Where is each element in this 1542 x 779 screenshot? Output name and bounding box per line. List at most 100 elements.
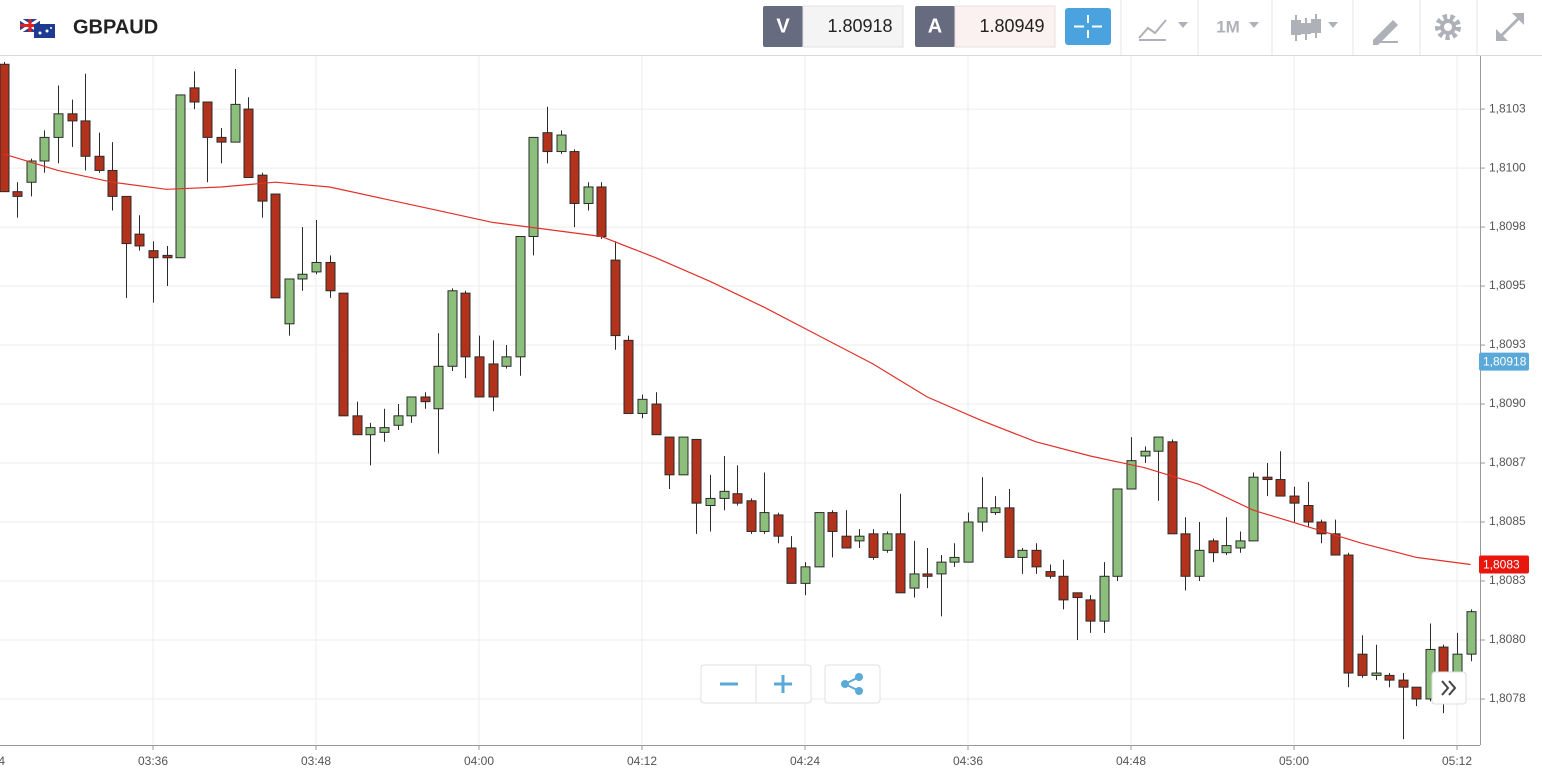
candle-body — [148, 250, 159, 259]
candle-body — [542, 132, 553, 153]
candle-body — [556, 134, 567, 153]
moving-average — [3, 153, 1471, 566]
candle-body — [1411, 686, 1422, 700]
candle-body — [447, 290, 458, 367]
candle-body — [107, 169, 118, 197]
candle-body — [80, 120, 91, 157]
bid-label: V — [776, 15, 790, 37]
scroll-right-button[interactable] — [1431, 671, 1467, 705]
candle-body — [583, 186, 594, 204]
candle-body — [202, 101, 213, 138]
bid-box[interactable] — [802, 5, 904, 48]
candle-body — [1275, 479, 1286, 497]
ma-marker-bg — [1479, 555, 1529, 574]
zoom-in[interactable] — [774, 675, 792, 693]
candle-body — [325, 261, 336, 292]
ask-label: A — [928, 15, 942, 37]
candle-body — [1017, 549, 1028, 558]
x-tick-label: 03:24 — [0, 754, 5, 768]
candle-body — [664, 436, 675, 476]
y-tick-label: 1,8090 — [1489, 396, 1526, 410]
candle-body — [474, 356, 485, 398]
candle-body — [623, 339, 634, 414]
flag — [19, 17, 55, 38]
x-tick-label: 03:48 — [301, 754, 331, 768]
candle-body — [1180, 533, 1191, 577]
candle-body — [1099, 575, 1110, 622]
candle-body — [257, 174, 268, 202]
candle-body — [1058, 575, 1069, 601]
candle-body — [1112, 488, 1123, 577]
price-marker-label: 1,80918 — [1483, 355, 1527, 369]
candle-body — [1289, 495, 1300, 504]
candle-body — [854, 535, 865, 542]
candle-body — [637, 398, 648, 414]
candle-body — [596, 186, 607, 238]
candle-body — [610, 259, 621, 337]
candle-body — [297, 273, 308, 280]
candle-body — [841, 535, 852, 549]
candle-body — [352, 415, 363, 436]
candles — [0, 61, 1477, 740]
candle-body — [1262, 476, 1273, 481]
draw-button[interactable] — [1373, 20, 1398, 45]
candle-body — [189, 87, 200, 103]
candle-body — [1466, 611, 1477, 655]
y-tick-label: 1,8100 — [1489, 160, 1526, 174]
plot-area: 1,8103 1,8100 1,8098 1,8095 1,8093 1,8090 1,80… — [0, 56, 1526, 768]
candle-body — [1357, 653, 1368, 676]
candle-body — [1072, 592, 1083, 599]
candle-body — [1045, 571, 1056, 577]
candle-body — [53, 113, 64, 138]
crosshair-button[interactable] — [1065, 8, 1111, 45]
candle-body — [705, 497, 716, 507]
fullscreen-button[interactable] — [1496, 13, 1524, 41]
y-tick-label: 1,8078 — [1489, 691, 1526, 705]
candle-body — [1316, 521, 1327, 535]
chart-type-button[interactable] — [1138, 19, 1188, 41]
candle-body — [1235, 540, 1246, 549]
candle-body — [26, 160, 37, 183]
candle-body — [420, 396, 431, 403]
candle-body — [651, 403, 662, 436]
candle-body — [121, 195, 132, 245]
y-tick-label: 1,8083 — [1489, 573, 1526, 587]
share-button[interactable] — [824, 664, 881, 704]
candle-body — [393, 415, 404, 426]
candle-body — [1140, 450, 1151, 457]
candle-body — [963, 521, 974, 563]
candle-body — [1208, 540, 1219, 554]
candle-body — [1343, 554, 1354, 674]
timeframe[interactable]: 1M — [1216, 17, 1240, 36]
candle-body — [528, 136, 539, 238]
candle-body — [12, 191, 23, 197]
candle-body — [1153, 436, 1164, 452]
candle-body — [338, 292, 349, 417]
y-tick-label: 1,8095 — [1489, 278, 1526, 292]
bid-tag[interactable] — [763, 6, 803, 47]
settings-button[interactable] — [1435, 14, 1461, 40]
y-tick-label: 1,8093 — [1489, 337, 1526, 351]
ask-box[interactable] — [954, 5, 1056, 48]
x-tick-label: 04:36 — [953, 754, 983, 768]
candle-body — [1221, 545, 1232, 554]
candle-body — [1004, 507, 1015, 558]
x-tick-label: 03:36 — [138, 754, 168, 768]
ask-tag[interactable] — [915, 6, 955, 47]
ask-price: 1.80949 — [979, 16, 1044, 36]
candle-body — [1194, 549, 1205, 577]
candle-type-button[interactable] — [1291, 14, 1338, 41]
candle-body — [949, 556, 960, 563]
candle-body — [460, 292, 471, 358]
candle-body — [814, 512, 825, 568]
candle-body — [216, 136, 227, 143]
candle-body — [1031, 549, 1042, 568]
candle-body — [882, 533, 893, 551]
candle-body — [1126, 460, 1137, 490]
candle-body — [922, 573, 933, 577]
bid-price: 1.80918 — [827, 16, 892, 36]
candle-body — [909, 573, 920, 589]
candle-body — [379, 427, 390, 433]
